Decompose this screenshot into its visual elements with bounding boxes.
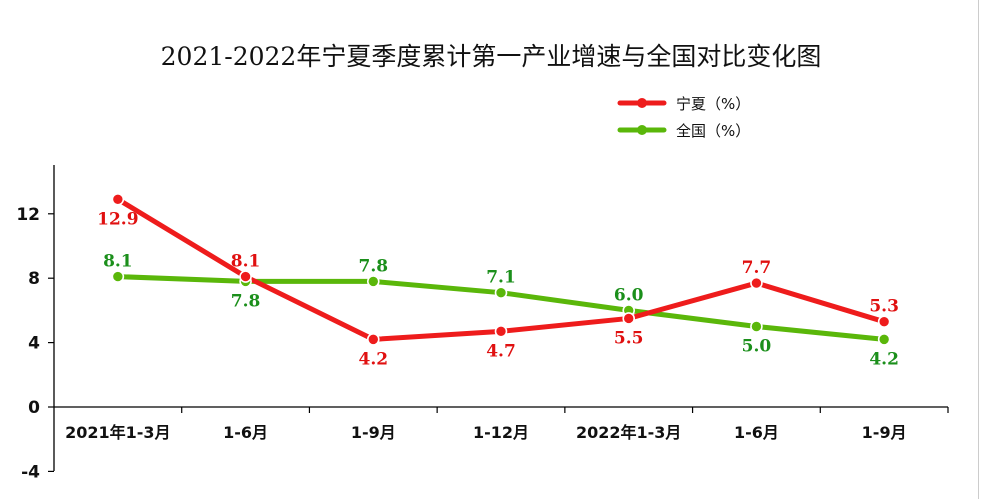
legend-marker-ningxia	[637, 98, 647, 108]
series-layer	[111, 193, 891, 346]
data-label-ningxia: 5.3	[869, 297, 899, 317]
data-label-ningxia: 12.9	[97, 209, 138, 229]
data-point-national	[111, 270, 125, 283]
data-label-national: 7.8	[231, 291, 261, 311]
data-point-ningxia	[366, 333, 380, 346]
data-point-ningxia	[494, 325, 508, 338]
legend-label-ningxia: 宁夏（%）	[676, 95, 750, 113]
data-label-national: 7.1	[486, 268, 516, 288]
x-tick-label: 1-6月	[223, 423, 268, 442]
data-point-national	[877, 333, 891, 346]
y-tick-label: 4	[28, 334, 40, 354]
chart-title: 2021-2022年宁夏季度累计第一产业增速与全国对比变化图	[161, 42, 822, 71]
legend-item-ningxia: 宁夏（%）	[617, 95, 750, 113]
data-label-ningxia: 5.5	[614, 328, 644, 348]
y-tick-label: 12	[16, 205, 40, 225]
data-point-ningxia	[239, 270, 252, 283]
right-border	[978, 0, 979, 499]
axes: -4 0 4 8 12 2021年1-3月 1-6月 1-9月 1-12月 2022年1-3月 1-…	[16, 165, 949, 482]
data-point-national	[750, 320, 763, 333]
legend-marker-national	[637, 125, 647, 135]
x-tick-label: 1-9月	[351, 423, 396, 442]
legend: 宁夏（%） 全国（%）	[617, 95, 750, 140]
y-tick-label: 0	[28, 398, 40, 418]
data-label-ningxia: 8.1	[231, 252, 261, 272]
data-label-national: 7.8	[358, 256, 388, 276]
data-point-national	[494, 286, 508, 299]
data-label-ningxia: 4.2	[358, 349, 388, 369]
y-tick-label: 8	[28, 269, 40, 289]
data-point-national	[366, 275, 380, 288]
data-label-ningxia: 7.7	[742, 258, 772, 278]
y-tick-label: -4	[21, 462, 40, 482]
data-label-national: 5.0	[742, 337, 772, 357]
x-tick-label: 2022年1-3月	[576, 423, 681, 442]
data-label-national: 8.1	[103, 252, 133, 272]
data-label-national: 6.0	[614, 285, 644, 305]
x-tick-label: 1-9月	[862, 423, 907, 442]
data-point-ningxia	[877, 315, 891, 328]
legend-label-national: 全国（%）	[676, 122, 750, 140]
x-tick-label: 2021年1-3月	[65, 423, 170, 442]
legend-item-national: 全国（%）	[617, 122, 750, 140]
x-tick-label: 1-12月	[473, 423, 529, 442]
x-tick-label: 1-6月	[734, 423, 779, 442]
data-point-ningxia	[750, 276, 763, 290]
data-point-ningxia	[622, 312, 636, 325]
data-label-national: 4.2	[869, 349, 899, 369]
data-point-ningxia	[111, 193, 125, 206]
data-labels: 12.9 8.1 4.2 4.7 5.5 7.7 5.3 8.1 7.8 7.8 7.1 6.0 5.0…	[97, 209, 899, 369]
data-label-ningxia: 4.7	[486, 341, 516, 361]
